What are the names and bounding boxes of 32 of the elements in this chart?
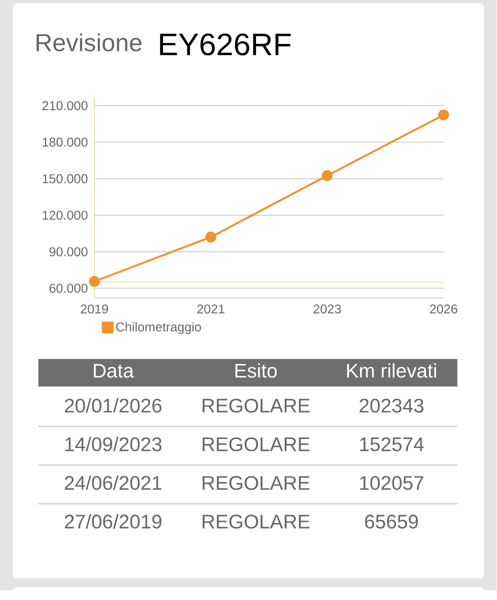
x-tick-label: 2023	[314, 304, 342, 314]
chart-title: Revisione	[36, 33, 142, 52]
text: 65659	[365, 514, 418, 529]
text: 14/09/2023	[66, 436, 162, 452]
y-tick-label: 150.000	[42, 174, 88, 184]
text: REGOLARE	[202, 398, 310, 413]
text: Km rilevati	[347, 363, 436, 378]
text: Data	[94, 364, 134, 378]
x-tick-label: 2021	[197, 304, 225, 314]
text: Esito	[236, 363, 277, 378]
legend-label: Chilometraggio	[116, 322, 202, 334]
x-tick-label: 2019	[80, 304, 108, 314]
point	[438, 110, 450, 120]
text: REGOLARE	[202, 437, 310, 452]
chart-subtitle: EY626RF	[160, 33, 291, 56]
text: 20/01/2026	[65, 398, 162, 413]
text: 102057	[360, 476, 424, 490]
text: 24/06/2021	[65, 475, 162, 490]
point	[322, 170, 333, 181]
point	[206, 232, 216, 242]
y-tick-label: 90.000	[50, 247, 88, 256]
y-tick-label: 180.000	[42, 138, 88, 147]
text: REGOLARE	[202, 514, 310, 529]
y-tick-label: 60.000	[50, 284, 88, 293]
y-tick-label: 120.000	[42, 210, 88, 220]
text: REGOLARE	[202, 476, 310, 490]
x-tick-label: 2026	[430, 304, 458, 314]
point	[89, 276, 100, 287]
text: 152574	[360, 437, 424, 452]
text: 202343	[360, 398, 424, 413]
y-tick-label: 210.000	[42, 101, 88, 110]
text: 27/06/2019	[65, 514, 162, 529]
